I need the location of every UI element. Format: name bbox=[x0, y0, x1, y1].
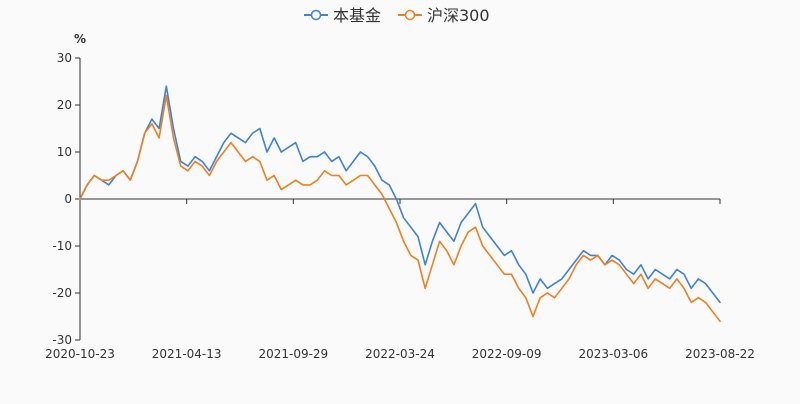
legend-marker-fund bbox=[310, 9, 322, 21]
x-tick-label: 2023-08-22 bbox=[685, 347, 755, 361]
series-layer bbox=[79, 85, 721, 323]
legend-label-fund: 本基金 bbox=[333, 6, 381, 25]
y-tick-label: 20 bbox=[57, 98, 72, 112]
y-tick-label: 10 bbox=[57, 145, 72, 159]
y-tick-label: 30 bbox=[57, 51, 72, 65]
series-line-index bbox=[79, 94, 721, 323]
y-tick-label: -30 bbox=[52, 333, 72, 347]
y-axis-unit-label: % bbox=[74, 32, 86, 46]
y-axis: 30 20 10 0 -10 -20 -30 bbox=[52, 51, 81, 347]
x-tick-label: 2022-03-24 bbox=[365, 347, 435, 361]
legend-item-index[interactable]: 沪深300 bbox=[398, 6, 490, 25]
x-axis: 2020-10-23 2021-04-13 2021-09-29 2022-03-24… bbox=[45, 198, 755, 361]
legend-label-index: 沪深300 bbox=[427, 6, 490, 25]
x-tick-label: 2020-10-23 bbox=[45, 347, 115, 361]
series-line-fund bbox=[79, 85, 721, 304]
y-tick-label: -10 bbox=[52, 239, 72, 253]
x-tick-label: 2022-09-09 bbox=[472, 347, 542, 361]
legend-marker-index bbox=[404, 9, 416, 21]
legend[interactable]: 本基金 沪深300 bbox=[304, 6, 490, 25]
y-tick-label: 0 bbox=[64, 192, 72, 206]
legend-item-fund[interactable]: 本基金 bbox=[304, 6, 381, 25]
x-tick-label: 2023-03-06 bbox=[578, 347, 648, 361]
x-tick-label: 2021-09-29 bbox=[258, 347, 328, 361]
y-tick-label: -20 bbox=[52, 286, 72, 300]
x-tick-label: 2021-04-13 bbox=[152, 347, 222, 361]
